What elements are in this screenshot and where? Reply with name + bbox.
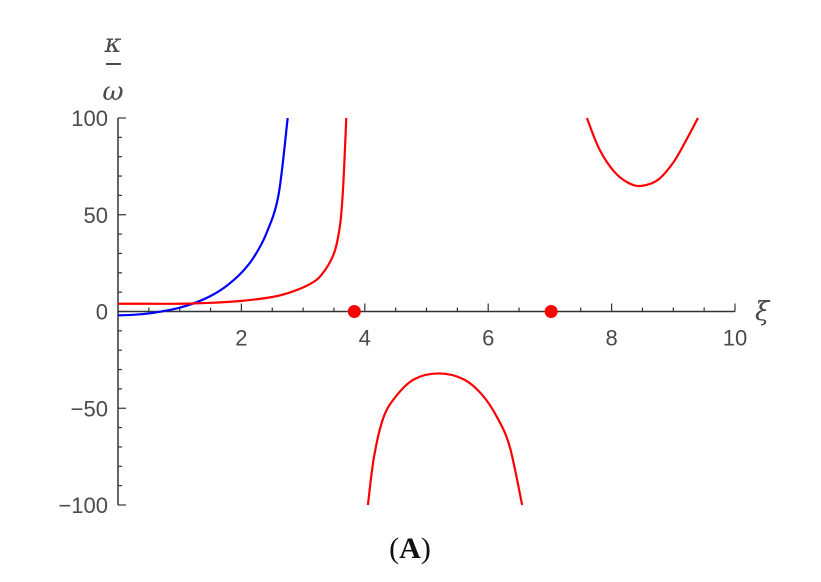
zero-point-1 — [347, 305, 361, 318]
y-tick-label: 0 — [96, 300, 108, 325]
x-axis-title: ξ — [755, 297, 771, 327]
panel-label-letter: A — [399, 532, 421, 565]
x-tick-label: 6 — [482, 326, 494, 351]
y-axis-title-numerator: κ — [103, 29, 121, 59]
panel-label-open: ( — [389, 532, 399, 565]
series-group — [117, 117, 699, 506]
series-2-segment-1 — [118, 117, 348, 305]
zero-point-2 — [544, 305, 558, 318]
y-tick-label: 100 — [71, 106, 108, 131]
x-tick-label: 2 — [235, 326, 247, 351]
marker-group — [347, 305, 558, 318]
series-2-segment-2 — [366, 372, 524, 506]
panel-label-close: ) — [421, 532, 431, 565]
axis-tick-labels: 2 4 6 8 10 100 50 0 −50 −100 — [58, 106, 747, 518]
x-tick-label: 10 — [723, 326, 747, 351]
y-tick-label: −50 — [71, 396, 108, 421]
panel-label: (A) — [389, 532, 431, 565]
x-tick-label: 4 — [359, 326, 371, 351]
y-tick-label: 50 — [84, 203, 108, 228]
series-1-segment-1 — [117, 117, 289, 317]
y-axis-title-denominator: ω — [102, 77, 123, 107]
y-axis-title: κ ω — [102, 29, 123, 107]
y-tick-label: −100 — [58, 493, 108, 518]
series-2-segment-3 — [585, 117, 699, 188]
x-tick-label: 8 — [605, 326, 617, 351]
